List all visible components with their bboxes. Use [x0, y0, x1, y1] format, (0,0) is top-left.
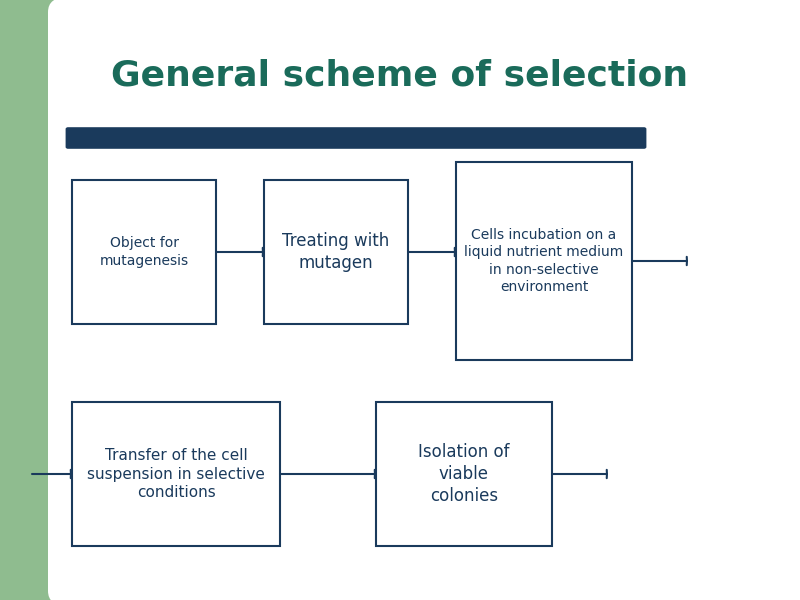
Bar — [376, 402, 552, 546]
Text: General scheme of selection: General scheme of selection — [111, 58, 689, 92]
Bar — [72, 180, 216, 324]
Bar — [72, 402, 280, 546]
Bar — [0, 0, 440, 168]
Text: Transfer of the cell
suspension in selective
conditions: Transfer of the cell suspension in selec… — [87, 448, 265, 500]
FancyBboxPatch shape — [48, 0, 800, 600]
Text: Treating with
mutagen: Treating with mutagen — [282, 232, 390, 272]
Bar — [264, 180, 408, 324]
Text: Isolation of
viable
colonies: Isolation of viable colonies — [418, 443, 510, 505]
Text: Object for
mutagenesis: Object for mutagenesis — [99, 236, 189, 268]
Bar — [456, 162, 632, 360]
Text: Cells incubation on a
liquid nutrient medium
in non-selective
environment: Cells incubation on a liquid nutrient me… — [464, 228, 624, 294]
Bar — [0, 0, 72, 600]
FancyBboxPatch shape — [66, 127, 646, 149]
